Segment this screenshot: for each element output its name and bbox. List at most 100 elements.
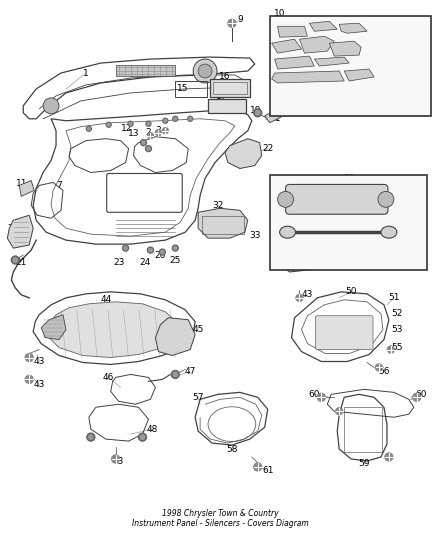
- Text: 10: 10: [274, 9, 286, 18]
- Text: 50: 50: [346, 287, 357, 296]
- Text: 60: 60: [309, 390, 320, 399]
- Circle shape: [284, 239, 291, 246]
- Circle shape: [106, 122, 111, 127]
- Polygon shape: [265, 109, 282, 123]
- Circle shape: [164, 119, 167, 122]
- Polygon shape: [272, 39, 301, 53]
- Circle shape: [88, 127, 90, 130]
- Polygon shape: [7, 215, 33, 248]
- Bar: [210, 79, 250, 97]
- Polygon shape: [344, 69, 374, 81]
- Polygon shape: [198, 208, 248, 238]
- Polygon shape: [272, 71, 344, 83]
- Polygon shape: [300, 36, 334, 53]
- Text: 59: 59: [358, 459, 370, 469]
- Circle shape: [141, 140, 146, 146]
- Bar: [270, 175, 427, 270]
- Circle shape: [86, 126, 91, 131]
- Text: 51: 51: [388, 293, 399, 302]
- Circle shape: [173, 372, 177, 377]
- Circle shape: [172, 245, 178, 251]
- Text: 43: 43: [33, 357, 45, 366]
- Text: 9: 9: [237, 15, 243, 24]
- Text: 13: 13: [128, 129, 139, 138]
- Text: 23: 23: [113, 257, 124, 266]
- Polygon shape: [309, 21, 337, 31]
- Text: 55: 55: [391, 343, 403, 352]
- Text: 1998 Chrysler Town & Country
Instrument Panel - Silencers - Covers Diagram: 1998 Chrysler Town & Country Instrument …: [131, 509, 308, 528]
- Circle shape: [388, 346, 394, 353]
- Circle shape: [124, 246, 127, 250]
- Ellipse shape: [381, 226, 397, 238]
- Text: 12: 12: [121, 124, 132, 133]
- Text: 1: 1: [83, 69, 89, 77]
- Text: 43: 43: [113, 457, 124, 466]
- Text: 53: 53: [391, 325, 403, 334]
- Polygon shape: [41, 315, 66, 340]
- Text: 58: 58: [226, 445, 238, 454]
- Circle shape: [128, 122, 133, 126]
- Circle shape: [107, 123, 110, 126]
- Text: 39: 39: [332, 236, 343, 245]
- Circle shape: [112, 455, 120, 463]
- Circle shape: [142, 141, 145, 144]
- Text: 57: 57: [192, 393, 204, 402]
- Circle shape: [147, 123, 150, 125]
- Polygon shape: [279, 245, 327, 272]
- Circle shape: [138, 433, 146, 441]
- Text: 61: 61: [262, 466, 273, 475]
- Text: 32: 32: [212, 201, 224, 210]
- Text: 40: 40: [332, 261, 343, 270]
- Circle shape: [255, 111, 260, 115]
- Text: 19: 19: [250, 106, 261, 115]
- Circle shape: [228, 19, 236, 27]
- Text: 21: 21: [16, 257, 27, 266]
- Circle shape: [336, 408, 343, 415]
- Circle shape: [145, 146, 152, 151]
- Circle shape: [188, 116, 193, 122]
- Circle shape: [148, 247, 153, 253]
- Bar: [208, 99, 246, 113]
- Circle shape: [146, 122, 151, 126]
- Ellipse shape: [279, 226, 296, 238]
- Bar: [270, 17, 431, 116]
- Polygon shape: [47, 302, 178, 358]
- Circle shape: [129, 123, 132, 125]
- Circle shape: [148, 133, 153, 139]
- Bar: [175, 81, 207, 97]
- Polygon shape: [339, 23, 367, 33]
- Circle shape: [254, 109, 262, 117]
- Text: 47: 47: [184, 367, 196, 376]
- Circle shape: [171, 370, 179, 378]
- Text: 11: 11: [15, 179, 27, 188]
- Circle shape: [159, 249, 165, 255]
- Circle shape: [123, 245, 129, 251]
- Text: 24: 24: [140, 257, 151, 266]
- Text: 16: 16: [219, 72, 231, 82]
- Circle shape: [87, 433, 95, 441]
- Text: 22: 22: [262, 144, 273, 153]
- Text: 15: 15: [177, 84, 188, 93]
- Circle shape: [140, 435, 145, 439]
- Circle shape: [149, 248, 152, 252]
- Text: 44: 44: [100, 295, 111, 304]
- Polygon shape: [155, 318, 195, 356]
- Circle shape: [254, 463, 262, 471]
- Polygon shape: [275, 56, 314, 69]
- Circle shape: [88, 435, 93, 439]
- Bar: [288, 252, 323, 266]
- Circle shape: [161, 251, 164, 254]
- Text: 48: 48: [147, 425, 158, 434]
- Text: 2: 2: [146, 128, 151, 137]
- Text: 60: 60: [415, 390, 427, 399]
- Circle shape: [278, 191, 293, 207]
- Text: 17: 17: [216, 92, 228, 101]
- Text: 45: 45: [192, 325, 204, 334]
- Circle shape: [13, 258, 18, 262]
- Circle shape: [162, 128, 168, 134]
- Circle shape: [385, 453, 393, 461]
- Text: 38: 38: [343, 174, 355, 183]
- Polygon shape: [225, 139, 262, 168]
- Text: 43: 43: [302, 290, 313, 300]
- Circle shape: [413, 393, 421, 401]
